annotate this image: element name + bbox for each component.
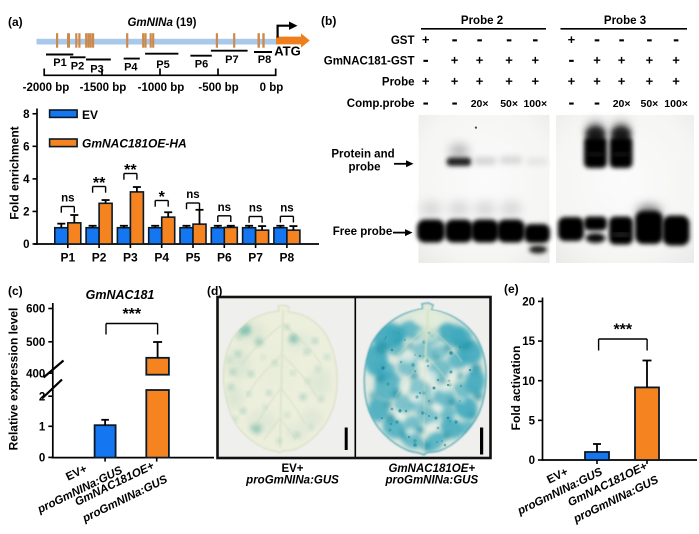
svg-text:P5: P5 bbox=[156, 59, 169, 71]
svg-text:*: * bbox=[159, 189, 166, 206]
svg-text:P8: P8 bbox=[280, 251, 295, 265]
svg-text:10: 10 bbox=[522, 376, 535, 388]
svg-text:+: + bbox=[532, 53, 540, 68]
svg-text:ns: ns bbox=[280, 202, 293, 214]
svg-text:+: + bbox=[593, 74, 601, 89]
svg-text:GmNAC181OE-HA: GmNAC181OE-HA bbox=[82, 136, 187, 150]
svg-text:ATG: ATG bbox=[274, 44, 300, 59]
svg-text:ns: ns bbox=[61, 193, 74, 205]
svg-text:0: 0 bbox=[39, 453, 45, 465]
svg-text:P4: P4 bbox=[154, 251, 169, 265]
svg-text:(a): (a) bbox=[8, 15, 23, 29]
svg-text:Comp.probe: Comp.probe bbox=[347, 98, 415, 110]
svg-text:5: 5 bbox=[529, 415, 536, 427]
svg-text:500: 500 bbox=[26, 337, 45, 349]
svg-text:50×: 50× bbox=[500, 98, 518, 110]
svg-text:EV+: EV+ bbox=[281, 463, 303, 475]
svg-text:(b): (b) bbox=[321, 14, 336, 28]
svg-text:(d): (d) bbox=[207, 284, 222, 298]
svg-text:+: + bbox=[532, 74, 540, 89]
svg-text:+: + bbox=[476, 53, 484, 68]
svg-text:Probe 3: Probe 3 bbox=[604, 15, 646, 27]
svg-text:+: + bbox=[568, 32, 576, 47]
svg-text:20×: 20× bbox=[471, 98, 489, 110]
svg-text:2: 2 bbox=[23, 207, 29, 219]
svg-text:P1: P1 bbox=[60, 251, 75, 265]
svg-text:EV: EV bbox=[82, 108, 98, 122]
svg-text:ns: ns bbox=[186, 189, 199, 201]
svg-text:-500 bp: -500 bp bbox=[198, 82, 238, 94]
svg-text:proGmNINa:GUS: proGmNINa:GUS bbox=[245, 475, 339, 487]
svg-text:(c): (c) bbox=[8, 284, 23, 298]
svg-text:4: 4 bbox=[23, 174, 30, 186]
svg-text:15: 15 bbox=[522, 336, 535, 348]
svg-text:P5: P5 bbox=[186, 251, 201, 265]
svg-text:0 bp: 0 bp bbox=[260, 82, 284, 94]
svg-text:P6: P6 bbox=[217, 251, 232, 265]
svg-text:ns: ns bbox=[249, 203, 262, 215]
svg-text:***: *** bbox=[613, 322, 632, 339]
svg-text:Probe: Probe bbox=[382, 77, 415, 89]
svg-text:100×: 100× bbox=[664, 98, 688, 110]
svg-text:600: 600 bbox=[26, 304, 45, 316]
svg-text:P7: P7 bbox=[225, 54, 238, 66]
svg-text:Free probe: Free probe bbox=[333, 226, 392, 238]
svg-text:***: *** bbox=[122, 306, 141, 323]
svg-text:proGmNINa:GUS: proGmNINa:GUS bbox=[384, 475, 478, 487]
svg-text:Relative expression level: Relative expression level bbox=[7, 308, 21, 451]
svg-text:20: 20 bbox=[522, 297, 535, 309]
svg-text:P8: P8 bbox=[258, 54, 271, 66]
svg-text:+: + bbox=[451, 53, 459, 68]
svg-text:6: 6 bbox=[23, 141, 29, 153]
svg-text:probe: probe bbox=[349, 162, 381, 174]
svg-text:+: + bbox=[476, 74, 484, 89]
svg-text:P2: P2 bbox=[71, 61, 84, 73]
svg-text:P2: P2 bbox=[92, 251, 107, 265]
svg-text:400: 400 bbox=[26, 368, 45, 380]
svg-text:20×: 20× bbox=[613, 98, 631, 110]
svg-text:+: + bbox=[568, 74, 576, 89]
svg-text:+: + bbox=[451, 74, 459, 89]
svg-text:-1000 bp: -1000 bp bbox=[138, 82, 185, 94]
svg-text:100×: 100× bbox=[523, 98, 547, 110]
svg-text:+: + bbox=[422, 32, 430, 47]
svg-text:**: ** bbox=[124, 162, 137, 179]
svg-text:**: ** bbox=[93, 175, 106, 192]
svg-text:+: + bbox=[505, 53, 513, 68]
svg-text:+: + bbox=[593, 53, 601, 68]
svg-text:8: 8 bbox=[23, 109, 30, 121]
svg-text:GmNAC181-GST: GmNAC181-GST bbox=[324, 56, 415, 68]
svg-text:P4: P4 bbox=[124, 62, 138, 74]
svg-text:+: + bbox=[646, 74, 654, 89]
svg-text:ns: ns bbox=[218, 202, 231, 214]
svg-text:+: + bbox=[646, 53, 654, 68]
svg-text:-1500 bp: -1500 bp bbox=[80, 82, 127, 94]
svg-text:P1: P1 bbox=[53, 57, 66, 69]
svg-text:GST: GST bbox=[391, 35, 415, 47]
svg-text:+: + bbox=[422, 74, 430, 89]
svg-text:+: + bbox=[672, 53, 680, 68]
svg-text:Fold enrichment: Fold enrichment bbox=[8, 126, 22, 219]
svg-text:-2000 bp: -2000 bp bbox=[23, 82, 70, 94]
svg-text:0: 0 bbox=[529, 455, 535, 467]
svg-text:+: + bbox=[618, 74, 626, 89]
svg-text:Fold activation: Fold activation bbox=[509, 346, 523, 431]
svg-text:50×: 50× bbox=[640, 98, 658, 110]
svg-text:+: + bbox=[618, 53, 626, 68]
svg-text:GmNAC181OE+: GmNAC181OE+ bbox=[388, 463, 475, 475]
svg-text:+: + bbox=[672, 74, 680, 89]
svg-text:(e): (e) bbox=[504, 282, 519, 296]
svg-text:Probe 2: Probe 2 bbox=[461, 15, 503, 27]
svg-text:0: 0 bbox=[23, 239, 29, 251]
svg-text:P6: P6 bbox=[195, 58, 208, 70]
svg-text:GmNINa (19): GmNINa (19) bbox=[127, 17, 196, 29]
svg-text:+: + bbox=[505, 74, 513, 89]
svg-text:P3: P3 bbox=[90, 64, 103, 76]
svg-text:GmNAC181: GmNAC181 bbox=[86, 288, 155, 302]
svg-text:Protein and: Protein and bbox=[331, 149, 394, 161]
svg-text:P7: P7 bbox=[248, 251, 263, 265]
svg-text:1: 1 bbox=[39, 421, 46, 433]
svg-text:P3: P3 bbox=[123, 251, 138, 265]
